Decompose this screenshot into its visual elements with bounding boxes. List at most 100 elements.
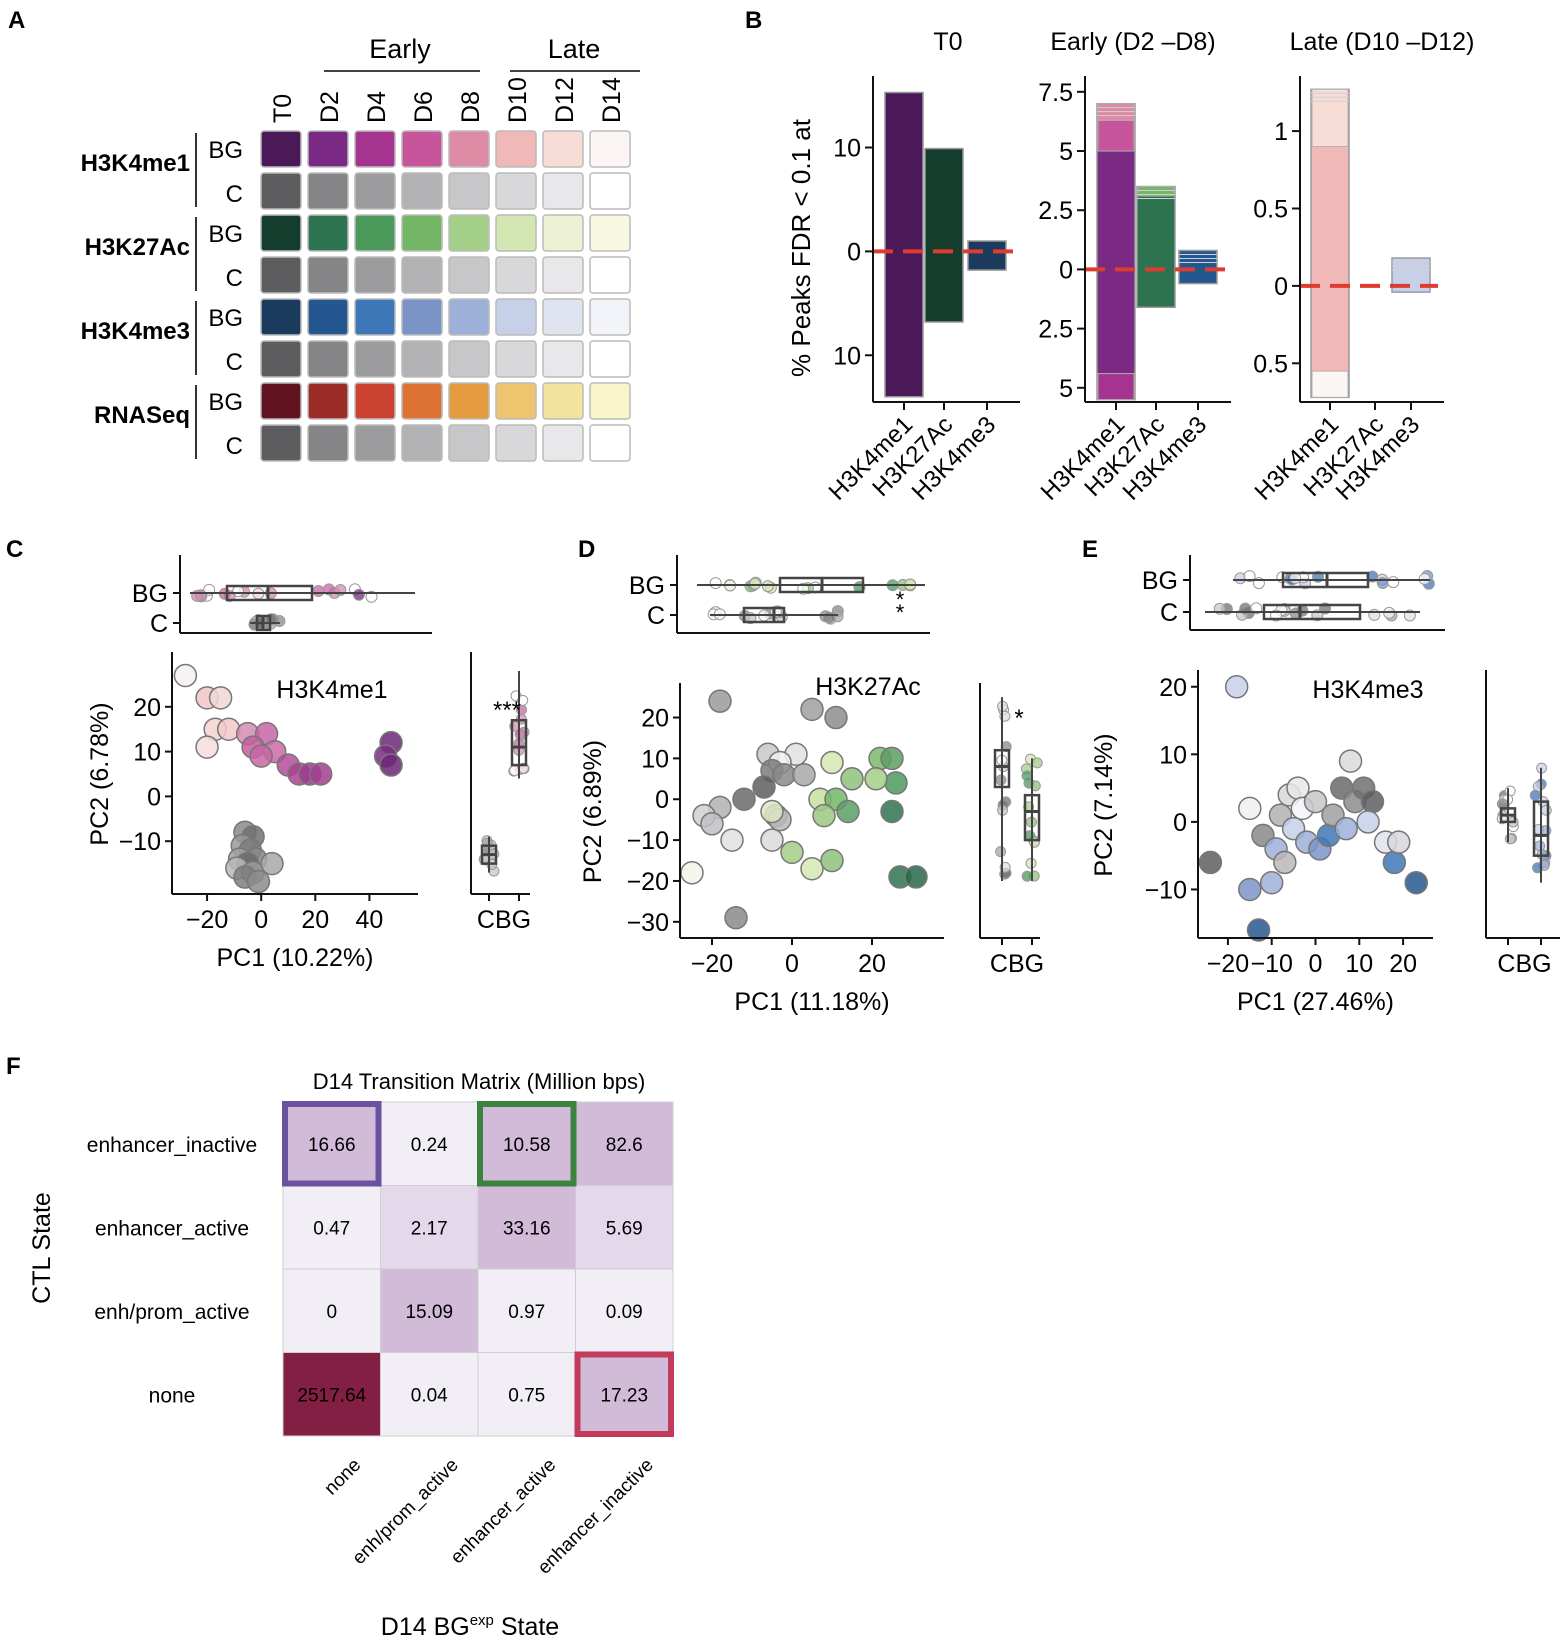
color-key-cell — [260, 172, 302, 210]
matrix-col-label: enh/prom_active — [349, 1455, 463, 1569]
pca-point — [195, 735, 219, 759]
x-axis-label: PC1 (11.18%) — [734, 988, 889, 1016]
pca-point — [1338, 749, 1363, 773]
pca-point — [1246, 918, 1271, 942]
timepoint-label: D6 — [410, 91, 438, 123]
x-tick-label: 20 — [1389, 950, 1417, 978]
color-key-cell — [589, 298, 631, 336]
row-type-label: C — [226, 265, 243, 292]
color-key-cell — [542, 130, 584, 168]
color-key-cell — [542, 256, 584, 294]
color-key-cell — [307, 214, 349, 252]
pca-point — [208, 686, 233, 710]
pca-point — [864, 767, 888, 791]
y-tick-label: 2.5 — [1038, 316, 1073, 344]
y-tick-label: 7.5 — [1038, 79, 1073, 107]
timepoint-label: T0 — [269, 94, 297, 123]
jitter-point — [749, 577, 762, 590]
matrix-cell-value: 16.66 — [308, 1135, 356, 1156]
timepoint-label: D10 — [504, 77, 532, 123]
color-key-cell — [448, 382, 490, 420]
matrix-xlabel-sup: exp — [470, 1612, 494, 1629]
jitter-point — [709, 577, 722, 590]
color-key-cell — [307, 172, 349, 210]
pca-point — [379, 753, 403, 777]
pca-h3k4me1: BGC H3K4me1 −20 0 20 40 20 10 0 −10 PC1 (10.22%) PC… — [86, 555, 531, 972]
x-tick-label: −10 — [1250, 950, 1292, 978]
mark-label: H3K4me3 — [81, 318, 190, 345]
matrix-ylabel: CTL State — [28, 1192, 56, 1304]
jitter-point — [312, 585, 325, 598]
matrix-cell-value: 0 — [326, 1302, 337, 1323]
y-axis-label: PC2 (7.14%) — [1090, 733, 1118, 876]
color-key-cell — [260, 382, 302, 420]
pca-point — [824, 705, 848, 730]
matrix-cell — [282, 1185, 381, 1270]
peak-bar — [1096, 102, 1136, 401]
panel-f: F D14 Transition Matrix (Million bps) CT… — [6, 1053, 674, 1641]
side-boxplot: CBG — [1485, 670, 1560, 978]
box-category-label: C — [150, 610, 168, 638]
significance-marker: * — [1014, 705, 1023, 732]
y-tick-label: −10 — [119, 828, 161, 856]
box — [993, 748, 1011, 789]
y-tick-label: −30 — [627, 909, 669, 937]
timepoint-label: D12 — [551, 77, 579, 123]
jitter-point — [1529, 789, 1541, 801]
color-key-cell — [495, 172, 537, 210]
y-tick-label: 5 — [1059, 375, 1073, 403]
color-key-cell — [401, 130, 443, 168]
x-tick-label: 10 — [1345, 950, 1373, 978]
top-boxplot: BGC ** — [629, 555, 930, 634]
panel-label-d: D — [578, 536, 595, 563]
panel-label-f: F — [6, 1053, 21, 1080]
matrix-cell-value: 0.97 — [508, 1302, 545, 1323]
color-key-cell — [401, 214, 443, 252]
matrix-xlabel-main: D14 BG — [381, 1613, 470, 1641]
significance-marker: * — [896, 587, 905, 612]
significance-marker: * — [896, 600, 905, 625]
jitter-point — [1243, 570, 1256, 583]
color-key-cell — [307, 130, 349, 168]
pca-point — [800, 697, 824, 722]
matrix-row-label: none — [149, 1384, 196, 1407]
pca-point — [1404, 870, 1428, 895]
color-key-cell — [260, 130, 302, 168]
color-key-cell — [260, 298, 302, 336]
matrix-cell-value: 0.04 — [411, 1385, 448, 1406]
subplot-title: Early (D2 –D8) — [1050, 28, 1215, 56]
jitter-point — [1021, 870, 1033, 882]
mark-label: H3K4me1 — [81, 150, 190, 177]
matrix-cell-value: 17.23 — [600, 1385, 648, 1406]
timepoint-labels: T0 D2 D4 D6 D8 D10 D12 D14 — [269, 77, 626, 123]
color-key-cell — [401, 340, 443, 378]
pca-scatter: H3K4me1 −20 0 20 40 20 10 0 −10 PC1 (10.22%) PC2 (… — [86, 652, 418, 972]
y-tick-label: 20 — [133, 694, 161, 722]
box-category-label: C — [647, 602, 665, 630]
pca-point — [1382, 850, 1407, 875]
color-key-cell — [495, 214, 537, 252]
pca-point — [760, 828, 784, 852]
x-tick-label: 40 — [356, 906, 384, 934]
color-key-cell — [495, 130, 537, 168]
matrix-highlight — [477, 1101, 577, 1187]
color-key-cell — [589, 130, 631, 168]
color-key-cell — [260, 214, 302, 252]
scatter-title: H3K4me1 — [276, 676, 387, 704]
timepoint-label: D4 — [363, 91, 391, 123]
color-key-cell — [307, 424, 349, 462]
y-tick-label: −10 — [627, 827, 669, 855]
matrix-cell-value: 0.09 — [606, 1302, 643, 1323]
y-tick-label: 0 — [1173, 809, 1187, 837]
y-tick-label: 10 — [641, 745, 669, 773]
y-tick-label: 0 — [1059, 256, 1073, 284]
box — [1023, 793, 1041, 842]
color-key-cell — [448, 172, 490, 210]
transition-matrix: enhancer_inactive 16.66 0.24 10.58 82.6 enhan… — [87, 1101, 674, 1579]
color-key-cell — [307, 256, 349, 294]
color-key-cell — [448, 130, 490, 168]
